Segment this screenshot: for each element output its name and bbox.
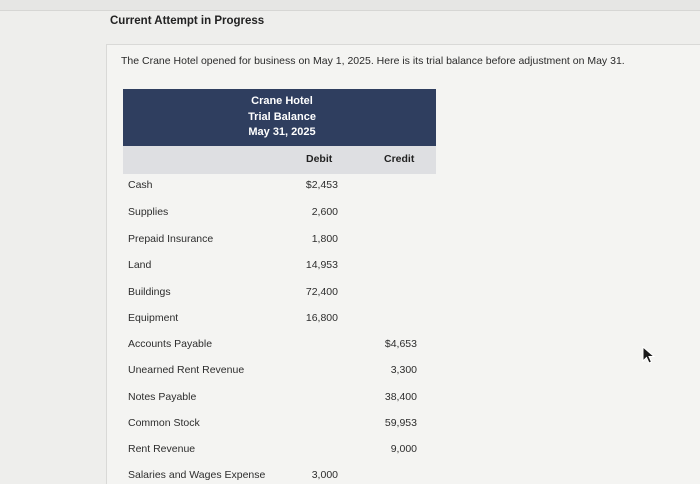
debit-amount: 14,953 [305, 259, 338, 271]
account-name: Notes Payable [128, 391, 197, 403]
trial-balance-header: Crane Hotel Trial Balance May 31, 2025 [123, 89, 436, 146]
table-row: Prepaid Insurance 1,800 [123, 227, 436, 253]
account-name: Equipment [128, 312, 179, 324]
credit-column-header: Credit [384, 153, 415, 165]
table-row: Common Stock 59,953 [123, 411, 436, 437]
table-row: Equipment 16,800 [123, 306, 436, 332]
debit-column-header: Debit [306, 153, 333, 165]
table-row: Notes Payable 38,400 [123, 385, 436, 411]
table-row: Land 14,953 [123, 253, 436, 279]
account-name: Buildings [128, 286, 171, 298]
account-name: Supplies [128, 206, 169, 218]
debit-amount: $2,453 [305, 179, 338, 191]
debit-amount: 3,000 [311, 469, 338, 481]
account-name: Land [128, 259, 152, 271]
credit-amount: 3,300 [390, 364, 417, 376]
debit-amount: 72,400 [305, 286, 338, 298]
debit-amount: 2,600 [311, 206, 338, 218]
mouse-pointer-icon [642, 346, 656, 364]
account-name: Unearned Rent Revenue [128, 364, 245, 376]
statement-title: Trial Balance [248, 110, 316, 123]
attempt-status-label: Current Attempt in Progress [110, 15, 265, 27]
debit-amount: 16,800 [305, 312, 338, 324]
credit-amount: 59,953 [384, 417, 417, 429]
table-row: Rent Revenue 9,000 [123, 437, 436, 463]
table-row: Buildings 72,400 [123, 280, 436, 306]
account-name: Cash [128, 179, 153, 191]
account-name: Prepaid Insurance [128, 233, 214, 245]
table-row: Supplies 2,600 [123, 200, 436, 226]
table-row: Salaries and Wages Expense 3,000 [123, 463, 436, 484]
account-name: Rent Revenue [128, 443, 196, 455]
debit-amount: 1,800 [311, 233, 338, 245]
table-row: Accounts Payable $4,653 [123, 332, 436, 358]
top-divider [0, 0, 700, 11]
statement-date: May 31, 2025 [248, 126, 316, 138]
credit-amount: 38,400 [384, 391, 417, 403]
credit-amount: $4,653 [384, 338, 417, 350]
table-row: Unearned Rent Revenue 3,300 [123, 358, 436, 384]
column-header-row: Debit Credit [123, 146, 436, 174]
company-name: Crane Hotel [251, 95, 313, 107]
problem-intro-text: The Crane Hotel opened for business on M… [121, 55, 625, 67]
account-name: Salaries and Wages Expense [128, 469, 266, 481]
account-name: Accounts Payable [128, 338, 213, 350]
account-name: Common Stock [128, 417, 200, 429]
credit-amount: 9,000 [390, 443, 417, 455]
table-row: Cash $2,453 [123, 173, 436, 199]
